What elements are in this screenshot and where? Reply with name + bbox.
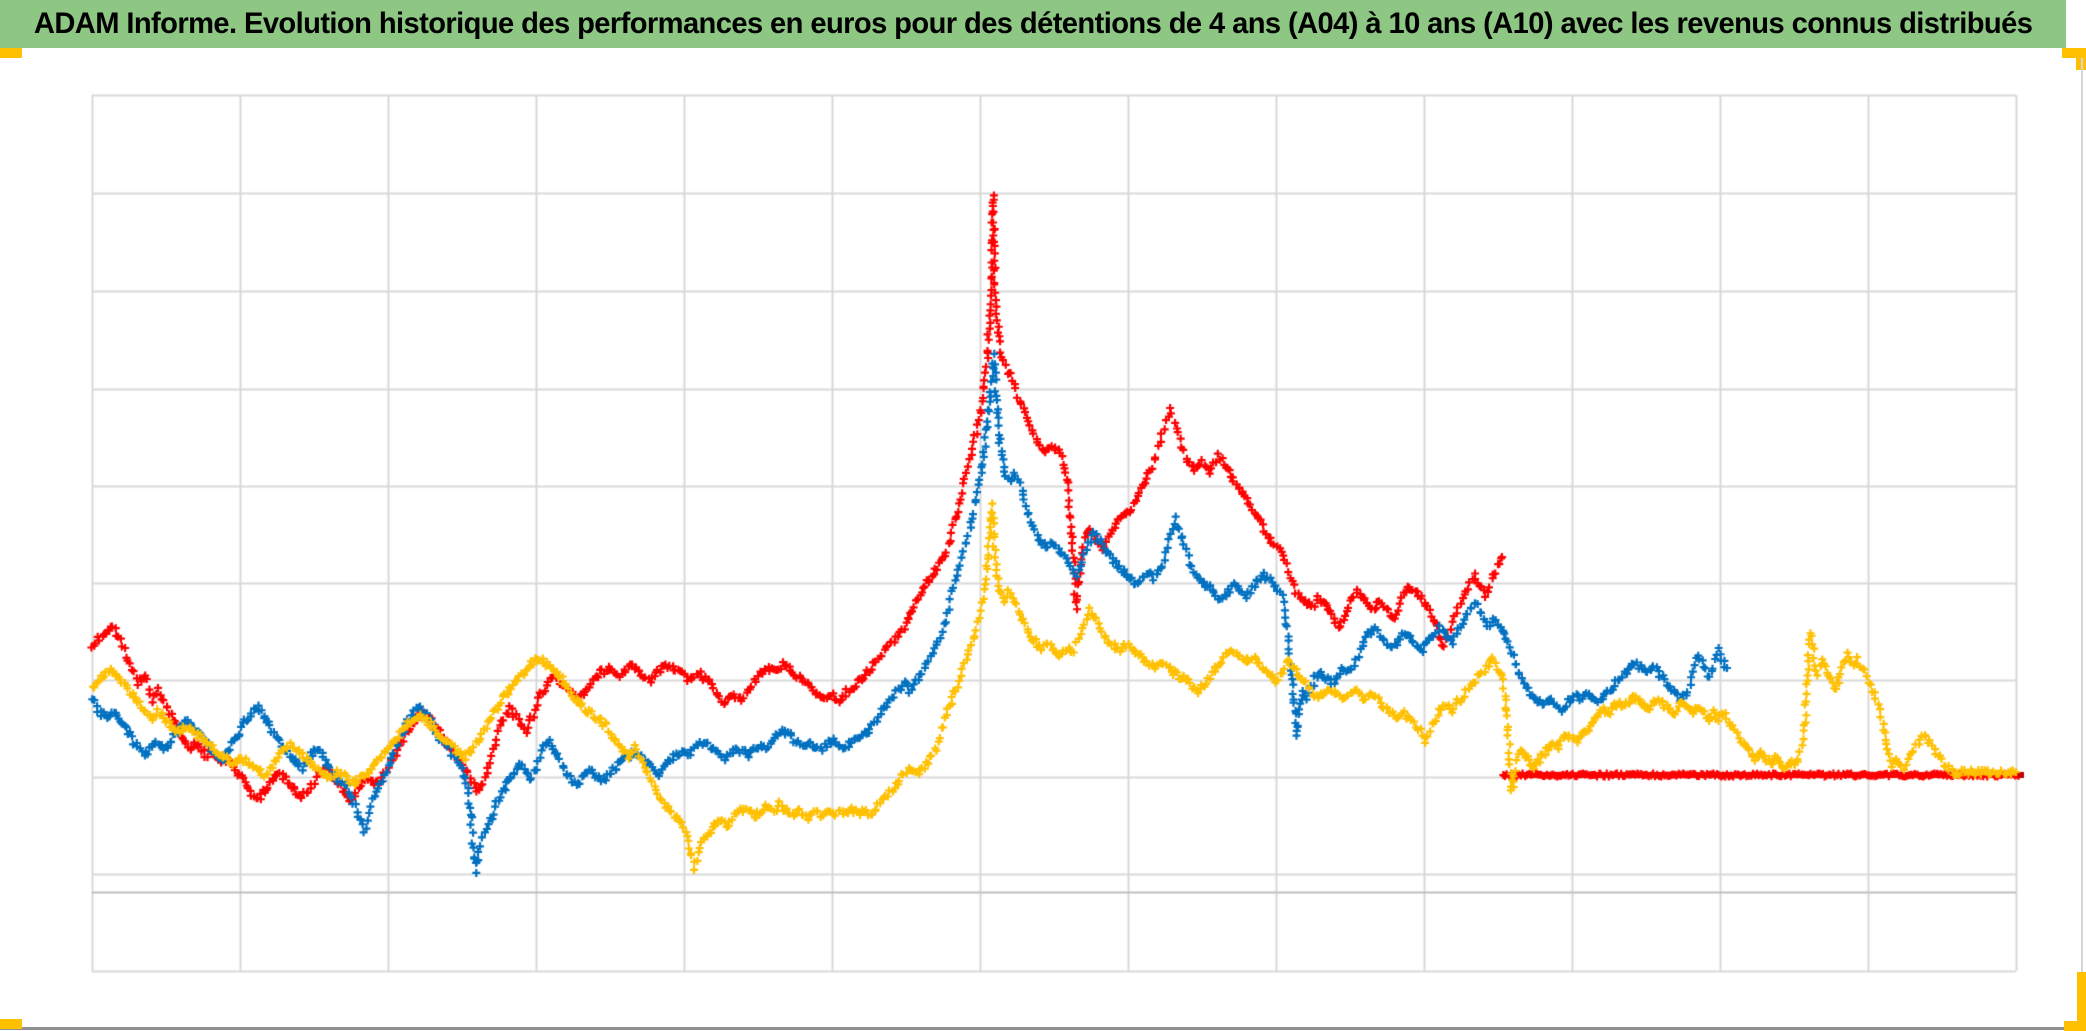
page-title: ADAM Informe. Evolution historique des p… — [33, 7, 2033, 40]
title-bar: ADAM Informe. Evolution historique des p… — [0, 0, 2066, 48]
yellow-accent-bottom-left-tab — [0, 1019, 22, 1029]
right-frame-line — [2081, 58, 2083, 1027]
yellow-accent-bottom-right-corner-v — [2077, 972, 2086, 1029]
yellow-accent-top-right-corner-h — [2062, 48, 2086, 58]
yellow-accent-top-left-tab — [0, 48, 22, 58]
bottom-frame-line — [0, 1027, 2086, 1030]
yellow-accent-bottom-right-corner-h — [2064, 1021, 2086, 1031]
